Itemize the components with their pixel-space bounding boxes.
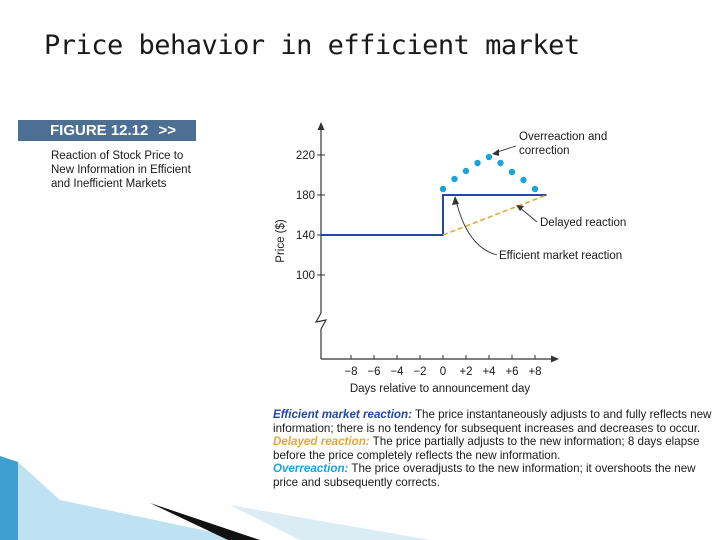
legend-efficient-text: The price instantaneously adjusts to and… (273, 408, 712, 435)
series-overreaction-and-correction-point (474, 159, 481, 167)
series-overreaction-and-correction-point (485, 153, 493, 161)
x-tick-label: −2 (413, 366, 426, 378)
chart-series (321, 153, 547, 236)
chart-annotations: Overreaction and correction Delayed reacti… (452, 131, 626, 262)
x-axis-label: Days relative to announcement day (350, 383, 531, 395)
legend-efficient: Efficient market reaction: The price ins… (273, 408, 713, 435)
series-overreaction-and-correction-point (497, 159, 504, 167)
chart-axes: 100 140 180 220 −8 −6 −4 −2 0 +2 +4 +6 +8 Days relati… (275, 122, 559, 395)
annotation-delayed-arrow-icon (516, 205, 524, 211)
figure-chevron-icon: >> (158, 122, 177, 139)
annotation-efficient-leader (455, 199, 498, 256)
series-overreaction-and-correction-point (531, 185, 539, 193)
legend-delayed-label: Delayed reaction: (273, 435, 370, 448)
y-tick-label: 220 (296, 150, 315, 162)
legend-overreaction: Overreaction: The price overadjusts to t… (273, 462, 713, 489)
annotation-delayed-leader (518, 206, 538, 223)
decor-stripe-light (18, 462, 250, 540)
x-tick-label: −4 (390, 366, 404, 378)
figure-label: FIGURE 12.12 (50, 122, 149, 139)
x-tick-label: +2 (459, 366, 472, 378)
x-tick-label: −8 (344, 366, 357, 378)
annotation-efficient: Efficient market reaction (499, 250, 622, 262)
y-axis-arrow-icon (317, 122, 325, 130)
series-overreaction-and-correction-point (451, 175, 458, 183)
series-overreaction-and-correction-point (462, 167, 470, 175)
annotation-efficient-arrow-icon (452, 196, 459, 205)
figure-legend: Efficient market reaction: The price ins… (273, 408, 713, 489)
x-tick-label: +8 (528, 366, 541, 378)
legend-efficient-label: Efficient market reaction: (273, 408, 412, 421)
x-axis-arrow-icon (551, 355, 559, 363)
y-tick-label: 140 (296, 230, 315, 242)
figure-caption: Reaction of Stock Price to New Informati… (51, 150, 191, 190)
y-axis-label: Price ($) (275, 219, 287, 263)
series-overreaction-and-correction-point (520, 176, 527, 184)
x-tick-label: −6 (367, 366, 380, 378)
annotation-delayed: Delayed reaction (540, 217, 626, 229)
decor-stripe-blue (0, 456, 18, 540)
decor-stripe-dark (150, 503, 260, 540)
legend-overreaction-label: Overreaction: (273, 462, 349, 475)
decor-stripe-pale (230, 505, 430, 540)
series-overreaction-and-correction-point (508, 168, 516, 176)
x-tick-label: 0 (440, 366, 446, 378)
y-axis-break (314, 312, 328, 330)
series-delayed-reaction-line (442, 194, 547, 236)
legend-overreaction-text: The price overadjusts to the new informa… (273, 462, 696, 489)
x-tick-label: +6 (505, 366, 518, 378)
series-overreaction-and-correction-point (439, 185, 447, 193)
annotation-overreaction-line2: correction (519, 145, 570, 157)
annotation-overreaction-line1: Overreaction and (519, 131, 607, 143)
series-efficient-market-reaction-line (321, 194, 547, 236)
legend-delayed-text: The price partially adjusts to the new i… (273, 435, 700, 462)
slide-title: Price behavior in efficient market (44, 30, 580, 61)
legend-delayed: Delayed reaction: The price partially ad… (273, 435, 713, 462)
x-tick-label: +4 (482, 366, 496, 378)
annotation-overreaction-arrow-icon (492, 149, 499, 156)
y-tick-label: 180 (296, 190, 315, 202)
y-tick-label: 100 (296, 270, 315, 282)
figure-banner: FIGURE 12.12 >> (18, 120, 196, 141)
